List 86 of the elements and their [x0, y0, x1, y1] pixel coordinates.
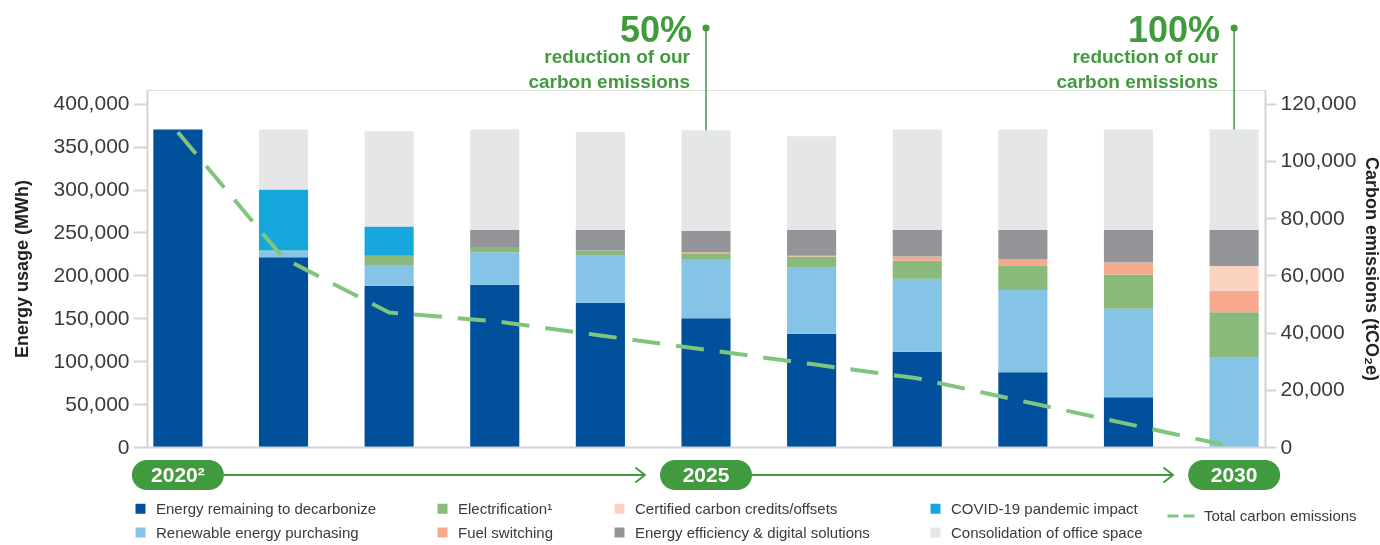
bar	[1103, 262, 1154, 275]
bar	[998, 259, 1048, 266]
legend-label: Total carbon emissions	[1204, 507, 1357, 524]
bar	[1103, 397, 1154, 447]
y-tick-label: 0	[117, 434, 130, 458]
legend-label: Renewable energy purchasing	[156, 523, 359, 541]
bar	[892, 278, 942, 352]
bar	[258, 257, 309, 447]
bar	[681, 253, 731, 260]
legend-label: Energy efficiency & digital solutions	[635, 523, 870, 541]
y2-tick-label: 80,000	[1280, 205, 1345, 229]
y-tick-label: 100,000	[53, 348, 130, 372]
bar	[364, 285, 414, 447]
y-tick-label: 50,000	[65, 391, 130, 415]
bar	[892, 260, 942, 279]
bar	[470, 252, 520, 285]
bar	[998, 229, 1048, 260]
legend-label: Electrification¹	[458, 499, 553, 517]
bar	[1209, 265, 1259, 291]
bar	[1209, 312, 1259, 358]
bar	[892, 256, 942, 261]
bar	[1209, 129, 1259, 230]
bar	[892, 129, 942, 230]
bar	[575, 250, 625, 256]
bar	[575, 255, 625, 303]
bar	[787, 136, 837, 230]
bar	[364, 265, 414, 286]
bar	[1103, 274, 1154, 309]
bar	[470, 129, 520, 230]
bar	[681, 259, 731, 319]
annotation: 100% reduction of our carbon emissions	[1056, 9, 1221, 92]
legend-label: Fuel switching	[458, 523, 554, 541]
x-tick-label: 2025	[682, 462, 730, 486]
y2-tick-label: 0	[1280, 434, 1293, 458]
bar	[998, 289, 1048, 373]
bar	[787, 229, 837, 256]
bar	[258, 129, 309, 190]
bar	[364, 255, 414, 266]
bar	[787, 256, 837, 268]
bar	[1103, 129, 1154, 230]
y2-tick-label: 20,000	[1280, 377, 1345, 401]
bar	[998, 372, 1048, 447]
y-tick-label: 250,000	[53, 219, 130, 243]
y-tick-label: 400,000	[53, 91, 130, 115]
y2-tick-label: 120,000	[1280, 91, 1357, 115]
y-tick-label: 350,000	[53, 134, 130, 158]
bar	[892, 229, 942, 257]
bar	[1209, 357, 1259, 447]
x-tick-label: 2020²	[151, 462, 205, 486]
bar	[153, 129, 203, 447]
bar	[1209, 229, 1259, 266]
y2-tick-label: 40,000	[1280, 320, 1345, 344]
bar	[892, 351, 942, 447]
legend-label: Energy remaining to decarbonize	[156, 499, 377, 517]
bar	[787, 333, 837, 447]
bar	[470, 247, 520, 253]
x-tick-label: 2030	[1210, 462, 1258, 486]
legend-label: Consolidation of office space	[951, 523, 1143, 541]
bar	[470, 284, 520, 447]
annotation: 50% reduction of our carbon emissions	[528, 9, 692, 92]
bar	[1103, 308, 1154, 398]
bar	[575, 132, 625, 230]
bar	[575, 302, 625, 447]
bar	[364, 131, 414, 227]
bar	[681, 130, 731, 231]
bar	[1209, 290, 1259, 313]
bar	[258, 189, 309, 251]
bar	[681, 318, 731, 447]
bar	[575, 229, 625, 251]
bar	[364, 226, 414, 256]
y2-axis-title: Carbon emissions (tCO₂e)	[1362, 156, 1380, 382]
bar	[998, 129, 1048, 230]
bar	[258, 251, 309, 258]
y2-tick-label: 100,000	[1280, 148, 1357, 172]
bar	[787, 267, 837, 334]
legend-label: COVID-19 pandemic impact	[951, 499, 1139, 517]
bar	[1103, 229, 1154, 263]
y-tick-label: 200,000	[53, 262, 130, 286]
y-tick-label: 150,000	[53, 305, 130, 329]
bar	[998, 265, 1048, 290]
y-tick-label: 300,000	[53, 177, 130, 201]
legend-label: Certified carbon credits/offsets	[635, 499, 838, 517]
bar	[681, 230, 731, 253]
y-axis-title: Energy usage (MWh)	[11, 179, 32, 359]
bar	[470, 229, 520, 248]
y2-tick-label: 60,000	[1280, 262, 1345, 286]
